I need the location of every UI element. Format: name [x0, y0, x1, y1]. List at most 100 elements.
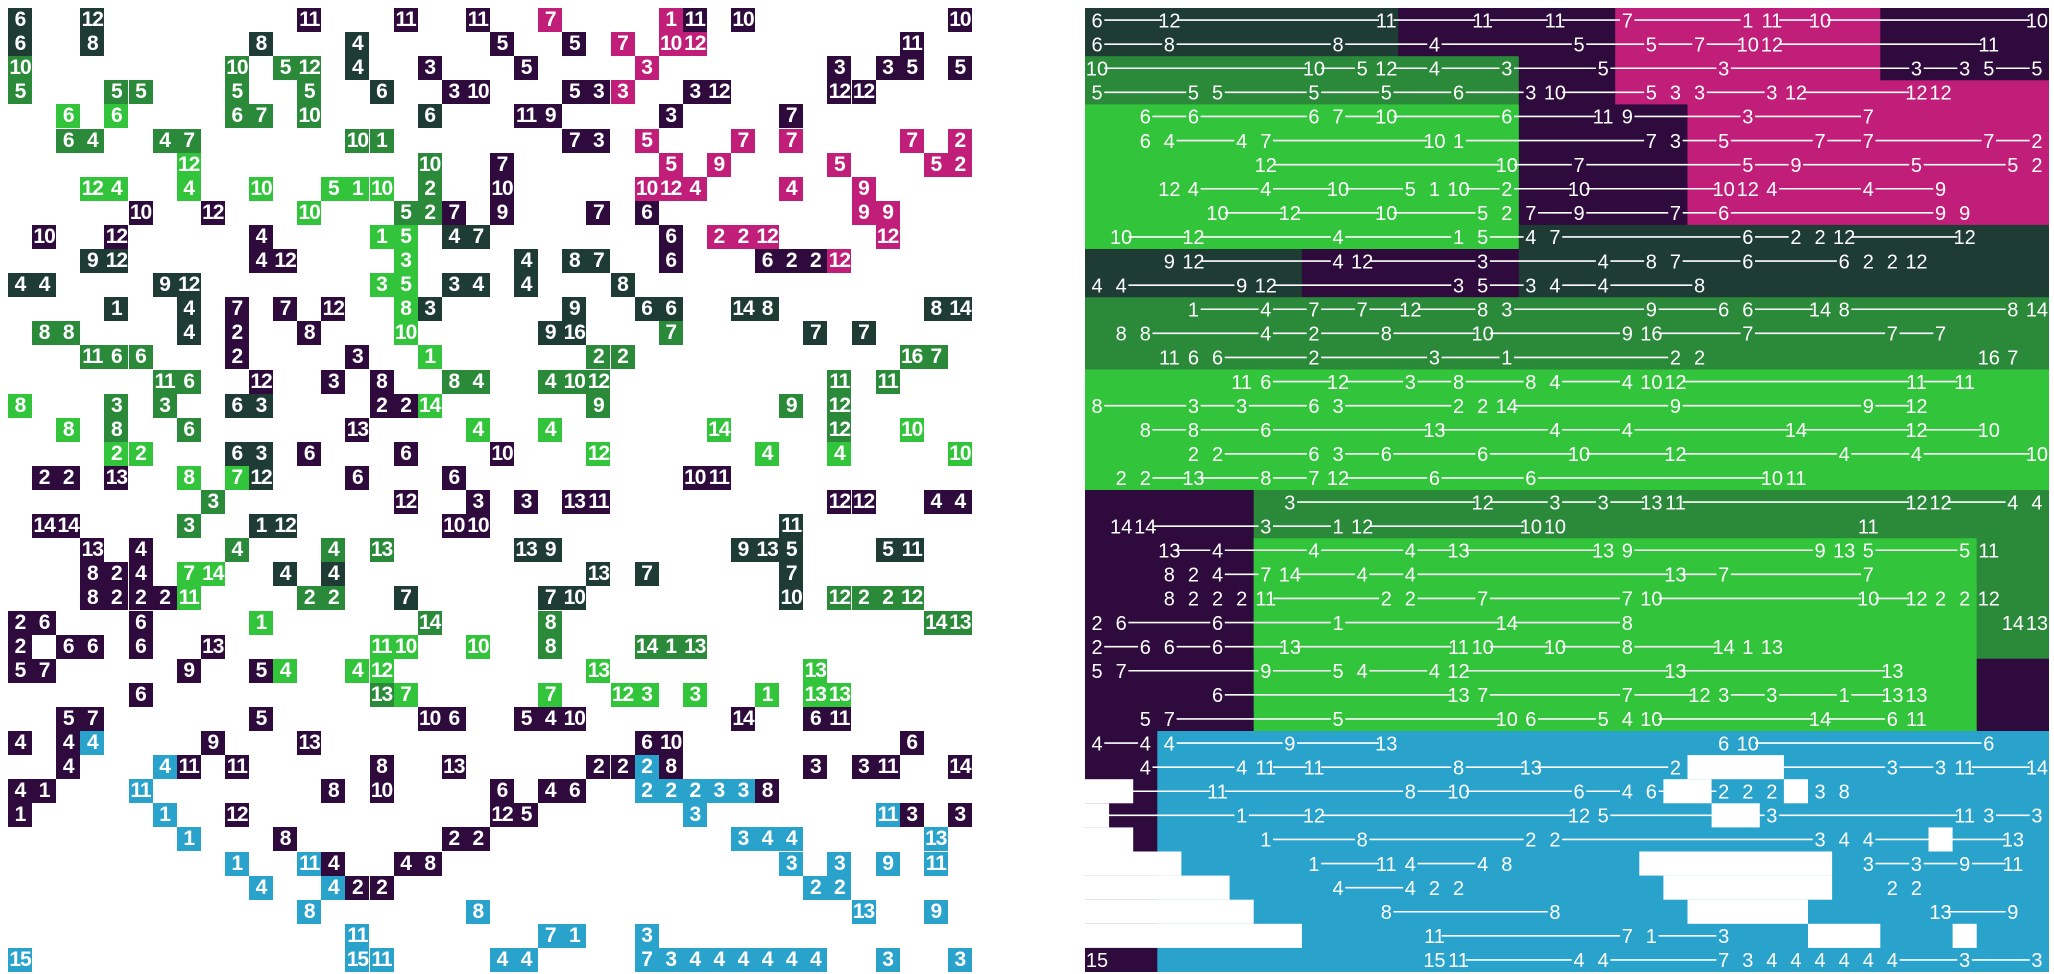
clue-cell[interactable]: 12 [851, 490, 876, 514]
clue-cell[interactable]: 3 [152, 393, 177, 418]
clue-cell[interactable]: 12 [586, 441, 611, 466]
clue-cell[interactable]: 7 [538, 586, 563, 611]
clue-cell[interactable]: 13 [345, 417, 370, 442]
clue-cell[interactable]: 4 [923, 490, 948, 514]
clue-cell[interactable]: 7 [731, 128, 755, 153]
clue-cell[interactable]: 5 [393, 273, 418, 298]
clue-cell[interactable]: 11 [465, 8, 490, 32]
clue-cell[interactable]: 13 [586, 658, 611, 683]
clue-cell[interactable]: 3 [899, 803, 924, 828]
clue-cell[interactable]: 11 [224, 755, 249, 780]
clue-cell[interactable]: 7 [490, 152, 514, 177]
clue-cell[interactable]: 7 [634, 562, 659, 587]
clue-cell[interactable]: 7 [779, 128, 804, 153]
clue-cell[interactable]: 7 [538, 8, 563, 32]
clue-cell[interactable]: 7 [610, 32, 635, 57]
clue-cell[interactable]: 5 [899, 56, 924, 81]
clue-cell[interactable]: 7 [586, 249, 611, 273]
clue-cell[interactable]: 10 [417, 152, 442, 177]
clue-cell[interactable]: 2 [465, 827, 490, 852]
clue-cell[interactable]: 8 [755, 297, 780, 322]
clue-cell[interactable]: 12 [104, 249, 129, 273]
clue-cell[interactable]: 4 [345, 658, 370, 683]
clue-cell[interactable]: 11 [779, 514, 804, 539]
clue-cell[interactable]: 6 [369, 80, 394, 105]
clue-cell[interactable]: 5 [634, 128, 659, 153]
clue-cell[interactable]: 13 [851, 899, 876, 924]
clue-cell[interactable]: 1 [32, 779, 57, 804]
clue-cell[interactable]: 10 [249, 176, 273, 201]
clue-cell[interactable]: 6 [104, 345, 129, 370]
clue-cell[interactable]: 8 [465, 899, 490, 924]
clue-cell[interactable]: 5 [297, 80, 322, 105]
clue-cell[interactable]: 4 [514, 947, 539, 972]
clue-cell[interactable]: 12 [827, 490, 852, 514]
clue-cell[interactable]: 3 [321, 369, 346, 394]
clue-cell[interactable]: 5 [8, 658, 32, 683]
clue-cell[interactable]: 14 [634, 634, 659, 659]
clue-cell[interactable]: 11 [682, 8, 707, 32]
clue-cell[interactable]: 8 [562, 249, 587, 273]
clue-cell[interactable]: 4 [514, 273, 539, 298]
clue-cell[interactable]: 6 [56, 128, 81, 153]
clue-cell[interactable]: 8 [538, 634, 563, 659]
clue-cell[interactable]: 6 [634, 297, 659, 322]
clue-cell[interactable]: 8 [176, 465, 201, 490]
clue-cell[interactable]: 14 [417, 610, 442, 635]
clue-cell[interactable]: 14 [947, 755, 972, 780]
clue-cell[interactable]: 12 [899, 586, 924, 611]
clue-cell[interactable]: 6 [80, 634, 105, 659]
clue-cell[interactable]: 5 [273, 56, 298, 81]
clue-cell[interactable]: 4 [321, 538, 346, 563]
clue-cell[interactable]: 2 [586, 345, 611, 370]
clue-cell[interactable]: 3 [586, 128, 611, 153]
clue-cell[interactable]: 7 [899, 128, 924, 153]
clue-cell[interactable]: 13 [562, 490, 587, 514]
clue-cell[interactable]: 5 [321, 176, 346, 201]
clue-cell[interactable]: 12 [224, 803, 249, 828]
clue-cell[interactable]: 8 [32, 321, 57, 346]
clue-cell[interactable]: 12 [586, 369, 611, 394]
clue-cell[interactable]: 4 [56, 755, 81, 780]
clue-cell[interactable]: 8 [441, 369, 466, 394]
clue-cell[interactable]: 4 [538, 779, 563, 804]
clue-cell[interactable]: 10 [634, 176, 659, 201]
clue-cell[interactable]: 6 [441, 465, 466, 490]
clue-cell[interactable]: 3 [610, 80, 635, 105]
clue-cell[interactable]: 8 [369, 369, 394, 394]
clue-cell[interactable]: 12 [80, 176, 105, 201]
clue-cell[interactable]: 13 [682, 634, 707, 659]
clue-cell[interactable]: 6 [128, 634, 153, 659]
clue-cell[interactable]: 3 [586, 80, 611, 105]
clue-cell[interactable]: 7 [249, 104, 273, 129]
clue-cell[interactable]: 4 [56, 731, 81, 755]
clue-cell[interactable]: 6 [224, 104, 249, 129]
clue-cell[interactable]: 11 [80, 345, 105, 370]
clue-cell[interactable]: 10 [465, 634, 490, 659]
clue-cell[interactable]: 10 [779, 586, 804, 611]
clue-cell[interactable]: 4 [345, 32, 370, 57]
clue-cell[interactable]: 4 [321, 851, 346, 876]
clue-cell[interactable]: 4 [465, 273, 490, 298]
clue-cell[interactable]: 13 [586, 562, 611, 587]
clue-cell[interactable]: 10 [417, 706, 442, 731]
clue-cell[interactable]: 12 [610, 682, 635, 707]
clue-cell[interactable]: 1 [224, 851, 249, 876]
clue-cell[interactable]: 12 [827, 80, 852, 105]
clue-cell[interactable]: 2 [682, 779, 707, 804]
clue-cell[interactable]: 10 [947, 441, 972, 466]
clue-cell[interactable]: 5 [393, 200, 418, 225]
clue-cell[interactable]: 5 [779, 538, 804, 563]
clue-cell[interactable]: 2 [8, 610, 32, 635]
clue-cell[interactable]: 11 [345, 923, 370, 948]
clue-cell[interactable]: 2 [827, 875, 852, 900]
clue-cell[interactable]: 4 [465, 417, 490, 442]
clue-cell[interactable]: 7 [224, 297, 249, 322]
clue-cell[interactable]: 3 [634, 682, 659, 707]
clue-cell[interactable]: 8 [297, 321, 322, 346]
clue-cell[interactable]: 7 [80, 706, 105, 731]
clue-cell[interactable]: 12 [393, 490, 418, 514]
clue-cell[interactable]: 11 [176, 586, 201, 611]
clue-cell[interactable]: 7 [393, 682, 418, 707]
clue-cell[interactable]: 4 [490, 947, 514, 972]
